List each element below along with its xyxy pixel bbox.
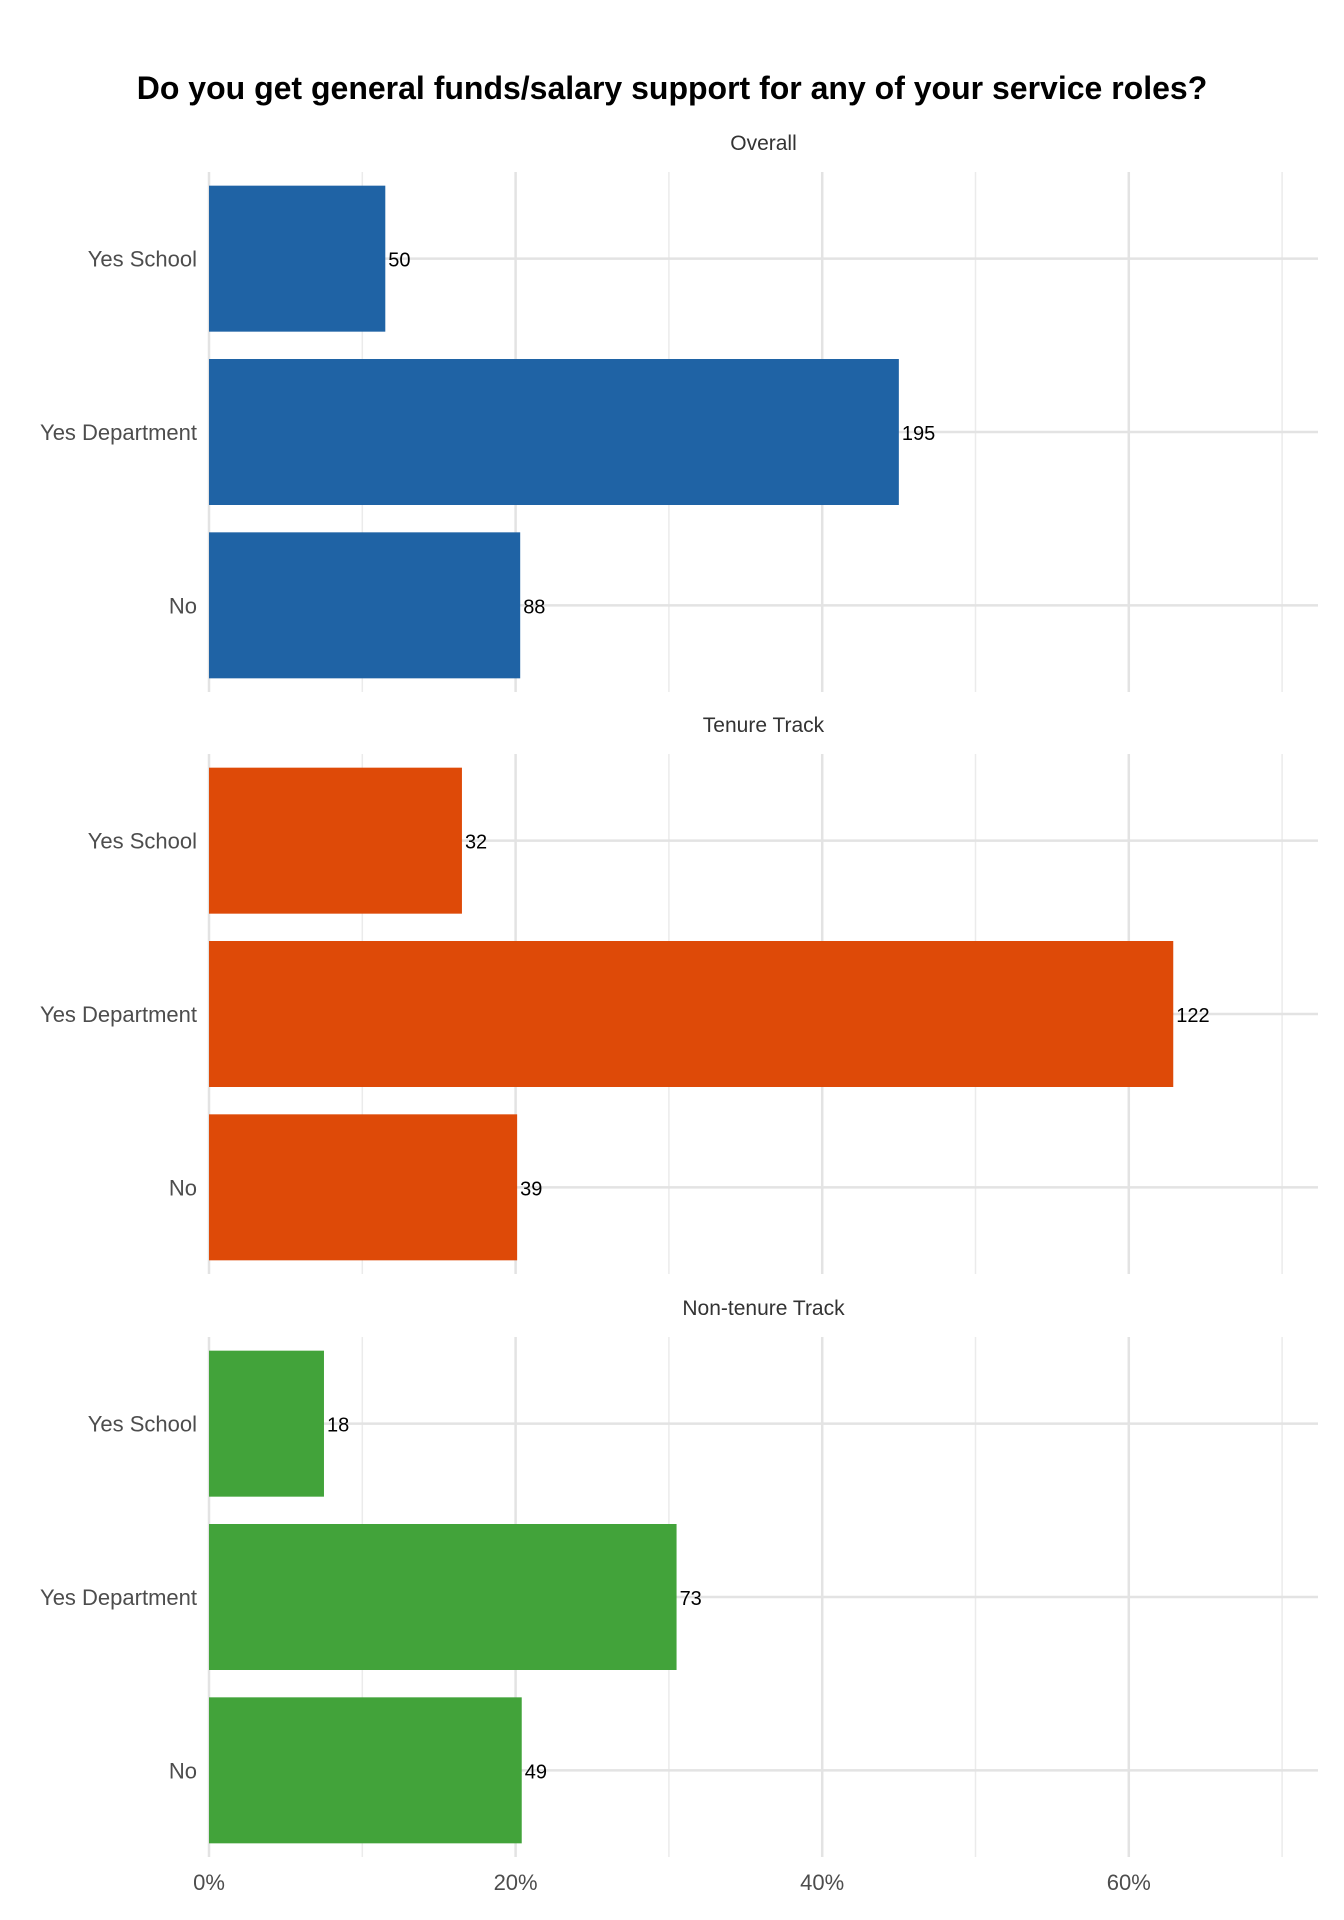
data-label: 18 [327, 1415, 349, 1437]
x-tick-label: 60% [1107, 1870, 1151, 1895]
category-label: Yes Department [40, 1585, 197, 1610]
bar [209, 1524, 677, 1670]
bar [209, 1114, 518, 1261]
x-tick-label: 20% [494, 1870, 538, 1895]
facet-label: Tenure Track [703, 714, 825, 737]
x-tick-label: 0% [193, 1870, 225, 1895]
data-label: 32 [465, 832, 487, 854]
chart-title: Do you get general funds/salary support … [136, 70, 1208, 106]
bar [209, 941, 1174, 1087]
category-label: Yes Department [40, 1002, 197, 1027]
data-label: 122 [1176, 1005, 1209, 1027]
bar [209, 359, 899, 505]
bar [209, 767, 462, 914]
category-label: No [169, 1758, 197, 1783]
data-label: 49 [525, 1761, 547, 1783]
data-label: 195 [902, 423, 935, 445]
bar [209, 185, 386, 332]
bar [209, 1350, 324, 1497]
data-label: 50 [388, 250, 410, 272]
data-label: 88 [523, 596, 545, 618]
data-label: 39 [520, 1178, 542, 1200]
bar [209, 1697, 522, 1844]
category-label: Yes School [88, 829, 197, 854]
x-tick-label: 40% [800, 1870, 844, 1895]
category-label: Yes Department [40, 420, 197, 445]
category-label: No [169, 593, 197, 618]
category-label: No [169, 1175, 197, 1200]
facet-label: Non-tenure Track [682, 1297, 845, 1320]
category-label: Yes School [88, 1412, 197, 1437]
bar [209, 532, 521, 679]
facet-label: Overall [730, 132, 797, 155]
data-label: 73 [680, 1588, 702, 1610]
category-label: Yes School [88, 247, 197, 272]
